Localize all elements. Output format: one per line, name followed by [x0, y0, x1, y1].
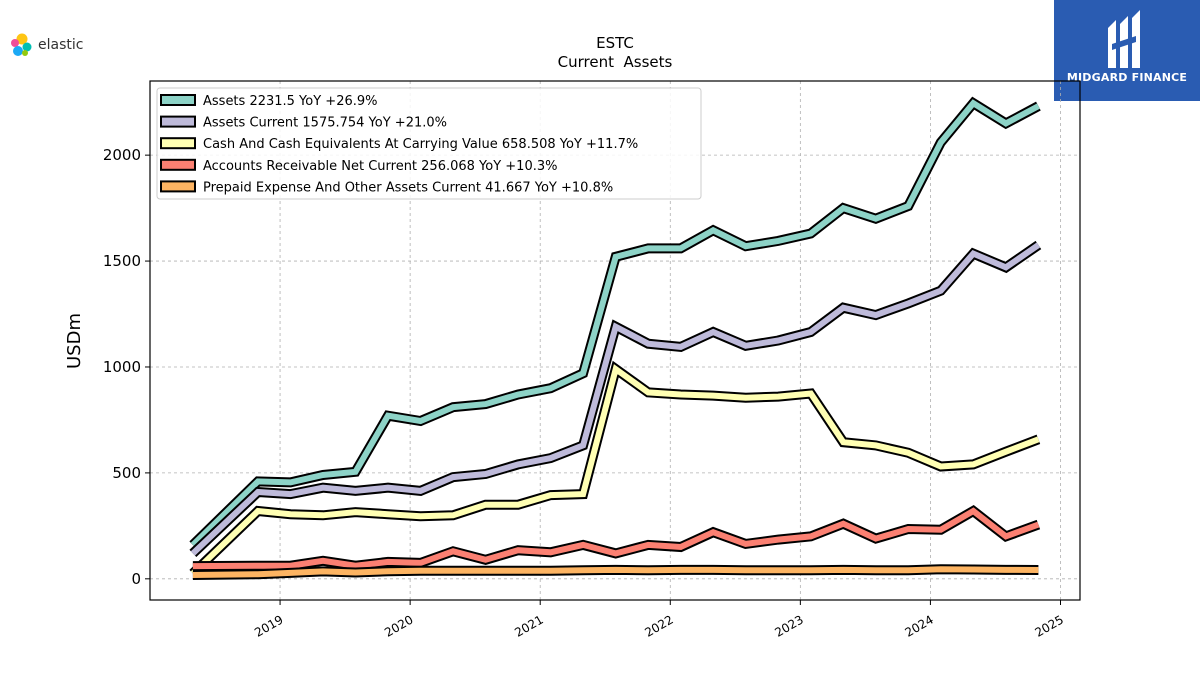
x-tick-label: 2024: [902, 612, 935, 639]
y-tick-label: 0: [131, 570, 141, 588]
elastic-logo-text: elastic: [38, 37, 84, 53]
series-line: [190, 99, 1040, 548]
legend-entry: Assets Current 1575.754 YoY +21.0%: [203, 116, 447, 131]
y-tick-label: 1000: [103, 358, 141, 376]
series-line: [190, 242, 1041, 556]
legend-entry: Accounts Receivable Net Current 256.068 …: [203, 159, 558, 174]
midgard-logo-icon: [1108, 10, 1140, 68]
x-tick-label: 2020: [382, 612, 415, 639]
legend-swatch: [160, 115, 196, 128]
series-line-outline: [189, 240, 1042, 558]
series-line: [190, 364, 1040, 576]
x-tick-label: 2023: [772, 612, 805, 639]
x-tick-label: 2025: [1033, 612, 1066, 639]
x-tick-label: 2022: [642, 612, 675, 639]
series-layer: [189, 96, 1042, 580]
y-axis: 0 500 1000 1500 2000: [103, 146, 150, 588]
legend-swatch: [160, 94, 196, 106]
plot-frame: [149, 80, 1081, 601]
series-0: [189, 96, 1041, 549]
series-line: [192, 507, 1040, 570]
legend: Assets 2231.5 YoY +26.9% Assets Current 1…: [156, 87, 702, 200]
y-tick-label: 2000: [103, 146, 141, 164]
legend-swatch: [160, 180, 196, 193]
y-axis-label: USDm: [64, 313, 85, 369]
legend-box: [156, 87, 702, 200]
chart-title: ESTC: [596, 34, 634, 52]
midgard-finance-logo: MIDGARD FINANCE: [1054, 0, 1200, 101]
series-3: [192, 504, 1041, 572]
legend-swatch: [160, 158, 196, 171]
chart-subtitle: Current Assets: [558, 53, 673, 71]
x-axis: 2019 2020 2021 2022 2023 2024 2025: [252, 600, 1066, 640]
legend-entry: Cash And Cash Equivalents At Carrying Va…: [203, 137, 638, 152]
series-4: [192, 564, 1039, 580]
series-1: [189, 240, 1042, 558]
legend-swatch: [160, 137, 196, 150]
elastic-logo: elastic: [8, 32, 83, 58]
x-tick-label: 2021: [512, 612, 545, 639]
legend-entry: Prepaid Expense And Other Assets Current…: [203, 180, 613, 195]
series-2: [189, 360, 1041, 578]
midgard-logo-text: MIDGARD FINANCE: [1066, 71, 1188, 84]
y-tick-label: 500: [112, 464, 141, 482]
legend-entry: Assets 2231.5 YoY +26.9%: [203, 94, 378, 109]
y-tick-label: 1500: [103, 252, 141, 270]
elastic-logo-icon: [11, 33, 32, 56]
x-tick-label: 2019: [252, 612, 285, 639]
series-line: [192, 566, 1039, 578]
